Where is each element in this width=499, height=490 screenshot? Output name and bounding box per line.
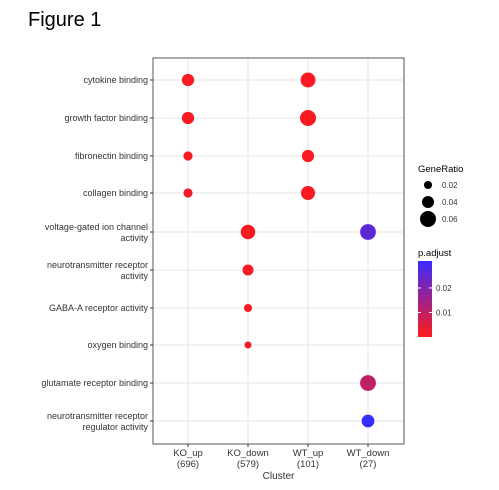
data-point [243, 303, 253, 313]
data-point [360, 375, 376, 391]
size-legend-dot [421, 195, 435, 209]
x-tick-label: KO_up [173, 448, 203, 459]
data-point [300, 110, 316, 126]
y-axis-ticks [150, 79, 153, 422]
size-legend-dot [423, 180, 433, 190]
data-point [181, 111, 195, 125]
panel-border [152, 57, 405, 445]
size-legend-label: 0.06 [442, 215, 458, 224]
size-legend-dot [420, 211, 436, 227]
y-tick-label: fibronectin binding [75, 151, 148, 161]
color-legend: p.adjust 0.01 0.02 [418, 248, 452, 337]
size-legend-title: GeneRatio [418, 164, 463, 175]
y-tick-label: neurotransmitter receptor regulator activ… [47, 411, 149, 432]
data-points [181, 72, 376, 428]
x-tick-count: (101) [297, 459, 319, 470]
data-point [242, 264, 254, 276]
x-tick-count: (696) [177, 459, 199, 470]
figure-title: Figure 1 [28, 9, 102, 31]
y-tick-label: voltage-gated ion channel activity [45, 222, 149, 243]
data-point [360, 224, 376, 240]
y-tick-label: neurotransmitter receptor activity [47, 260, 149, 281]
y-tick-label: oxygen binding [87, 340, 148, 350]
size-legend: GeneRatio 0.02 0.04 0.06 [418, 164, 463, 227]
data-point [183, 151, 193, 161]
y-tick-label-line: regulator activity [82, 422, 148, 432]
y-tick-label: cytokine binding [83, 75, 148, 85]
x-axis-title: Cluster [263, 471, 295, 482]
color-legend-label: 0.02 [436, 284, 452, 293]
color-legend-bar [418, 261, 432, 337]
x-tick-count: (27) [360, 459, 377, 470]
color-legend-label: 0.01 [436, 308, 452, 317]
color-legend-title: p.adjust [418, 248, 452, 259]
y-tick-label: GABA-A receptor activity [49, 303, 149, 313]
y-tick-label-line: activity [120, 233, 148, 243]
x-tick-count: (579) [237, 459, 259, 470]
size-legend-label: 0.02 [442, 181, 458, 190]
size-legend-label: 0.04 [442, 198, 458, 207]
y-tick-label-line: neurotransmitter receptor [47, 411, 148, 421]
x-axis-ticks [187, 444, 369, 447]
y-axis-labels: cytokine binding growth factor binding fib… [41, 75, 148, 432]
y-tick-label: collagen binding [83, 188, 148, 198]
y-tick-label: growth factor binding [64, 113, 148, 123]
y-tick-label: glutamate receptor binding [41, 378, 148, 388]
y-tick-label-line: activity [120, 271, 148, 281]
data-point [361, 414, 375, 428]
data-point [183, 188, 193, 198]
x-tick-label: WT_up [293, 448, 324, 459]
x-axis-labels: KO_up(696) KO_down(579) WT_up(101) WT_down(… [173, 448, 389, 470]
data-point [300, 72, 316, 88]
data-point [300, 185, 316, 201]
y-tick-label-line: voltage-gated ion channel [45, 222, 148, 232]
data-point [181, 73, 195, 87]
data-point [301, 149, 315, 163]
x-tick-label: KO_down [227, 448, 269, 459]
y-tick-label-line: neurotransmitter receptor [47, 260, 148, 270]
x-tick-label: WT_down [347, 448, 390, 459]
data-point [240, 224, 256, 240]
data-point [244, 341, 252, 349]
